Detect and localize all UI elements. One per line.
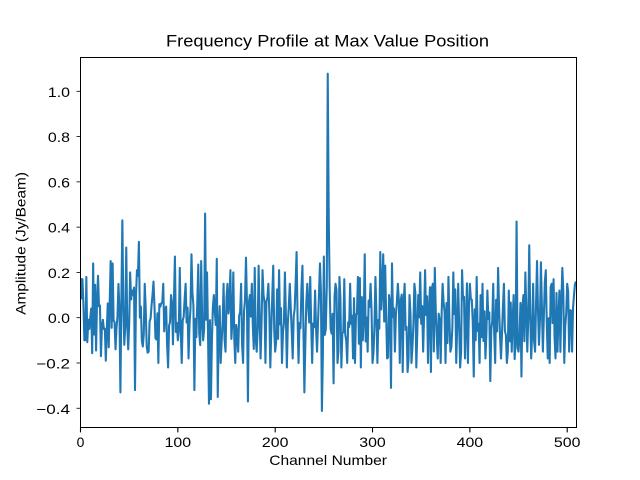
- svg-text:300: 300: [359, 434, 386, 450]
- svg-text:0.6: 0.6: [48, 174, 70, 190]
- svg-text:Channel Number: Channel Number: [269, 452, 387, 468]
- svg-text:−0.4: −0.4: [36, 401, 70, 417]
- svg-text:1.0: 1.0: [48, 84, 70, 100]
- svg-text:0: 0: [77, 434, 85, 450]
- svg-text:400: 400: [457, 434, 484, 450]
- svg-text:0.8: 0.8: [48, 129, 70, 145]
- svg-text:Frequency Profile at Max Value: Frequency Profile at Max Value Position: [166, 32, 489, 51]
- svg-text:0.4: 0.4: [48, 220, 70, 236]
- svg-text:200: 200: [262, 434, 289, 450]
- svg-text:Amplitude (Jy/Beam): Amplitude (Jy/Beam): [13, 172, 29, 315]
- svg-text:100: 100: [165, 434, 192, 450]
- svg-text:0.2: 0.2: [48, 265, 70, 281]
- svg-text:500: 500: [554, 434, 581, 450]
- svg-text:0.0: 0.0: [48, 310, 70, 326]
- svg-text:−0.2: −0.2: [36, 355, 70, 371]
